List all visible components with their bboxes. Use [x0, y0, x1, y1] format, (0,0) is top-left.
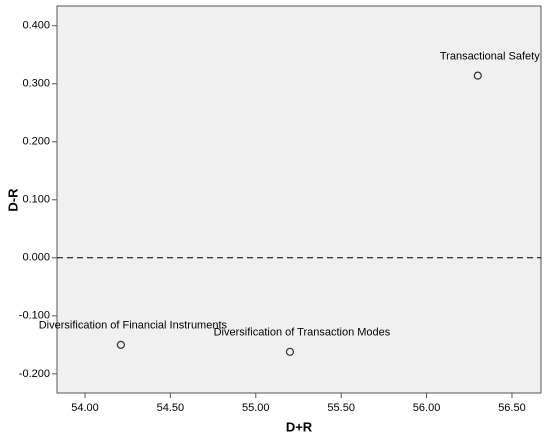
x-tick-label: 54.00 — [71, 402, 99, 414]
point — [116, 340, 125, 349]
y-tick-label: -0.200 — [19, 368, 50, 380]
x-tick-label: 54.50 — [157, 402, 185, 414]
y-tick-label: 0.300 — [22, 78, 50, 90]
x-tick-label: 55.00 — [242, 402, 270, 414]
y-tick-label: -0.100 — [19, 310, 50, 322]
x-tick-label: 55.50 — [327, 402, 355, 414]
x-axis-title: D+R — [286, 419, 313, 434]
y-axis-title: D-R — [5, 188, 20, 212]
y-tick-label: 0.200 — [22, 136, 50, 148]
point-label: Transactional Safety — [440, 51, 540, 63]
point — [473, 71, 482, 80]
y-tick-label: 0.400 — [22, 20, 50, 32]
x-tick-label: 56.50 — [498, 402, 526, 414]
plot-area — [56, 5, 542, 394]
y-tick-label: 0.100 — [22, 194, 50, 206]
point — [285, 347, 295, 356]
x-tick-label: 56.00 — [413, 402, 441, 414]
point-label: Diversification of Financial Instruments — [39, 320, 228, 332]
y-tick-label: 0.000 — [22, 252, 50, 264]
point-label: Diversification of Transaction Modes — [214, 327, 391, 339]
